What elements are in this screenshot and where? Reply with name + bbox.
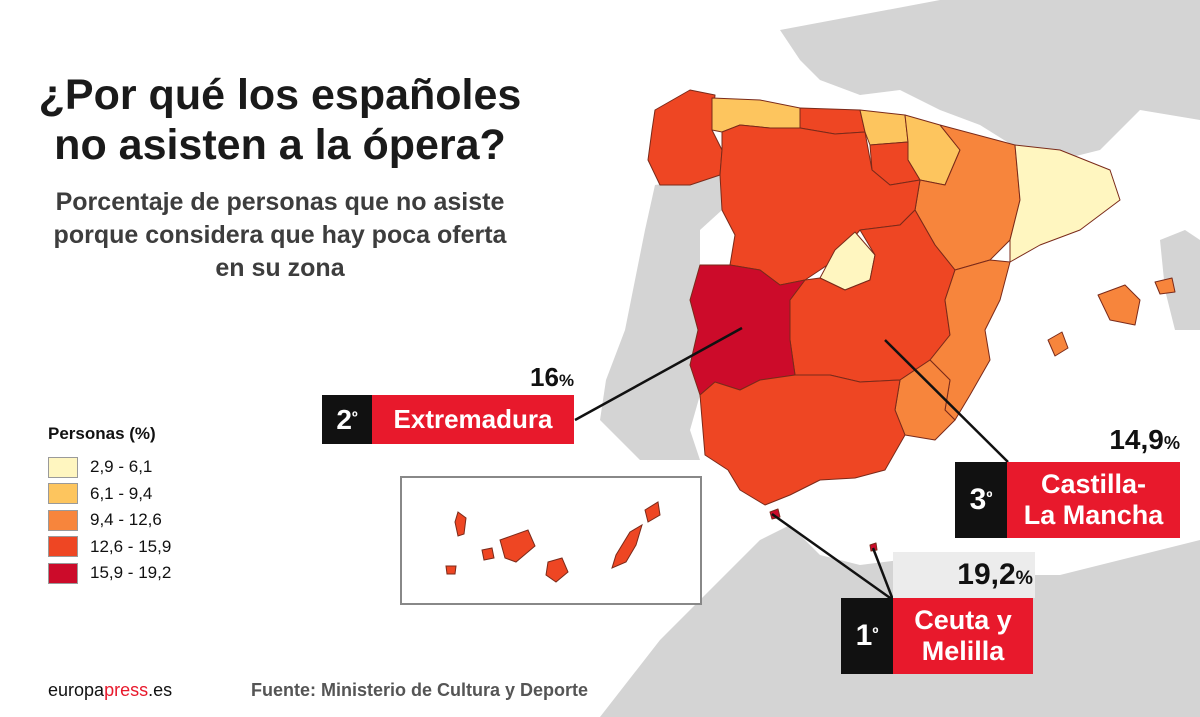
extremadura-rank: 2: [336, 403, 352, 435]
leader-lines: [574, 326, 1009, 602]
legend-item: 15,9 - 19,2: [48, 560, 171, 587]
logo-part-europa: europa: [48, 680, 105, 700]
castilla-rank: 3: [969, 483, 987, 516]
ceuta-label: Ceuta y Melilla: [893, 598, 1033, 674]
canary-islands: [445, 501, 661, 583]
extremadura-unit: %: [558, 371, 574, 390]
legend-label: 6,1 - 9,4: [90, 483, 153, 503]
ceuta-unit: %: [1015, 567, 1033, 589]
region-pais-vasco: [859, 109, 909, 146]
island-la-gomera: [481, 547, 495, 561]
ceuta-value-box: 19,2%: [893, 552, 1035, 598]
legend-item: 9,4 - 12,6: [48, 507, 171, 534]
castilla-label-line2: La Mancha: [1023, 500, 1164, 530]
legend-swatch: [48, 509, 78, 531]
logo-part-es: .es: [148, 680, 173, 700]
castilla-label: Castilla- La Mancha: [1007, 462, 1180, 538]
corsica-sardinia-land: [1160, 230, 1200, 330]
legend-label: 15,9 - 19,2: [90, 563, 172, 583]
europapress-logo[interactable]: europapress.es: [48, 680, 172, 701]
legend-swatch: [48, 562, 78, 584]
leader-line-ceuta: [771, 512, 894, 602]
spain-regions: [647, 89, 1176, 552]
castilla-value: 14,9%: [1040, 424, 1180, 456]
legend-label: 2,9 - 6,1: [90, 457, 153, 477]
region-melilla: [869, 542, 878, 552]
leader-line-melilla: [871, 547, 895, 601]
island-lanzarote: [644, 501, 661, 523]
ceuta-ordinal: º: [872, 624, 879, 643]
legend: Personas (%) 2,9 - 6,1 6,1 - 9,4 9,4 - 1…: [48, 424, 171, 587]
extremadura-number: 16: [530, 362, 559, 392]
legend-label: 12,6 - 15,9: [90, 536, 172, 556]
legend-swatch: [48, 483, 78, 505]
legend-swatch: [48, 456, 78, 478]
region-extremadura: [689, 264, 806, 396]
extremadura-value: 16%: [470, 362, 574, 393]
island-el-hierro: [445, 565, 457, 575]
page-title: ¿Por qué los españoles no asisten a la ó…: [38, 71, 522, 169]
logo-part-press: press: [104, 680, 149, 700]
source-note: Fuente: Ministerio de Cultura y Deporte: [251, 680, 589, 700]
castilla-number: 14,9: [1109, 424, 1164, 455]
france-land: [780, 0, 1200, 160]
ceuta-number: 19,2: [957, 558, 1016, 591]
island-tenerife: [499, 529, 536, 563]
ceuta-label-line1: Ceuta y: [914, 605, 1012, 635]
legend-swatch: [48, 536, 78, 558]
region-baleares-mallorca: [1097, 284, 1141, 326]
leader-line-castilla: [884, 339, 1009, 463]
page-subtitle: Porcentaje de personas que no asiste por…: [53, 188, 507, 282]
island-la-palma: [454, 511, 467, 537]
island-gran-canaria: [545, 557, 569, 583]
ceuta-rank: 1: [855, 619, 873, 652]
legend-item: 2,9 - 6,1: [48, 454, 171, 481]
legend-item: 12,6 - 15,9: [48, 534, 171, 561]
castilla-ordinal: º: [986, 488, 993, 507]
region-baleares-menorca: [1154, 277, 1176, 295]
extremadura-ordinal: º: [351, 408, 358, 426]
castilla-unit: %: [1163, 433, 1180, 453]
castilla-label-line1: Castilla-: [1040, 469, 1147, 499]
legend-title: Personas (%): [48, 424, 156, 443]
legend-label: 9,4 - 12,6: [90, 510, 162, 530]
region-galicia: [647, 89, 723, 186]
region-cataluna: [1009, 144, 1121, 263]
region-baleares-ibiza: [1047, 331, 1069, 357]
leader-line-extremadura: [574, 326, 743, 422]
island-fuerteventura: [611, 523, 643, 569]
region-andalucia: [699, 374, 906, 506]
background-land: [600, 0, 1200, 717]
canary-inset-frame: [400, 476, 702, 605]
legend-item: 6,1 - 9,4: [48, 481, 171, 508]
ceuta-label-line2: Melilla: [921, 636, 1005, 666]
extremadura-label: Extremadura: [372, 395, 574, 444]
